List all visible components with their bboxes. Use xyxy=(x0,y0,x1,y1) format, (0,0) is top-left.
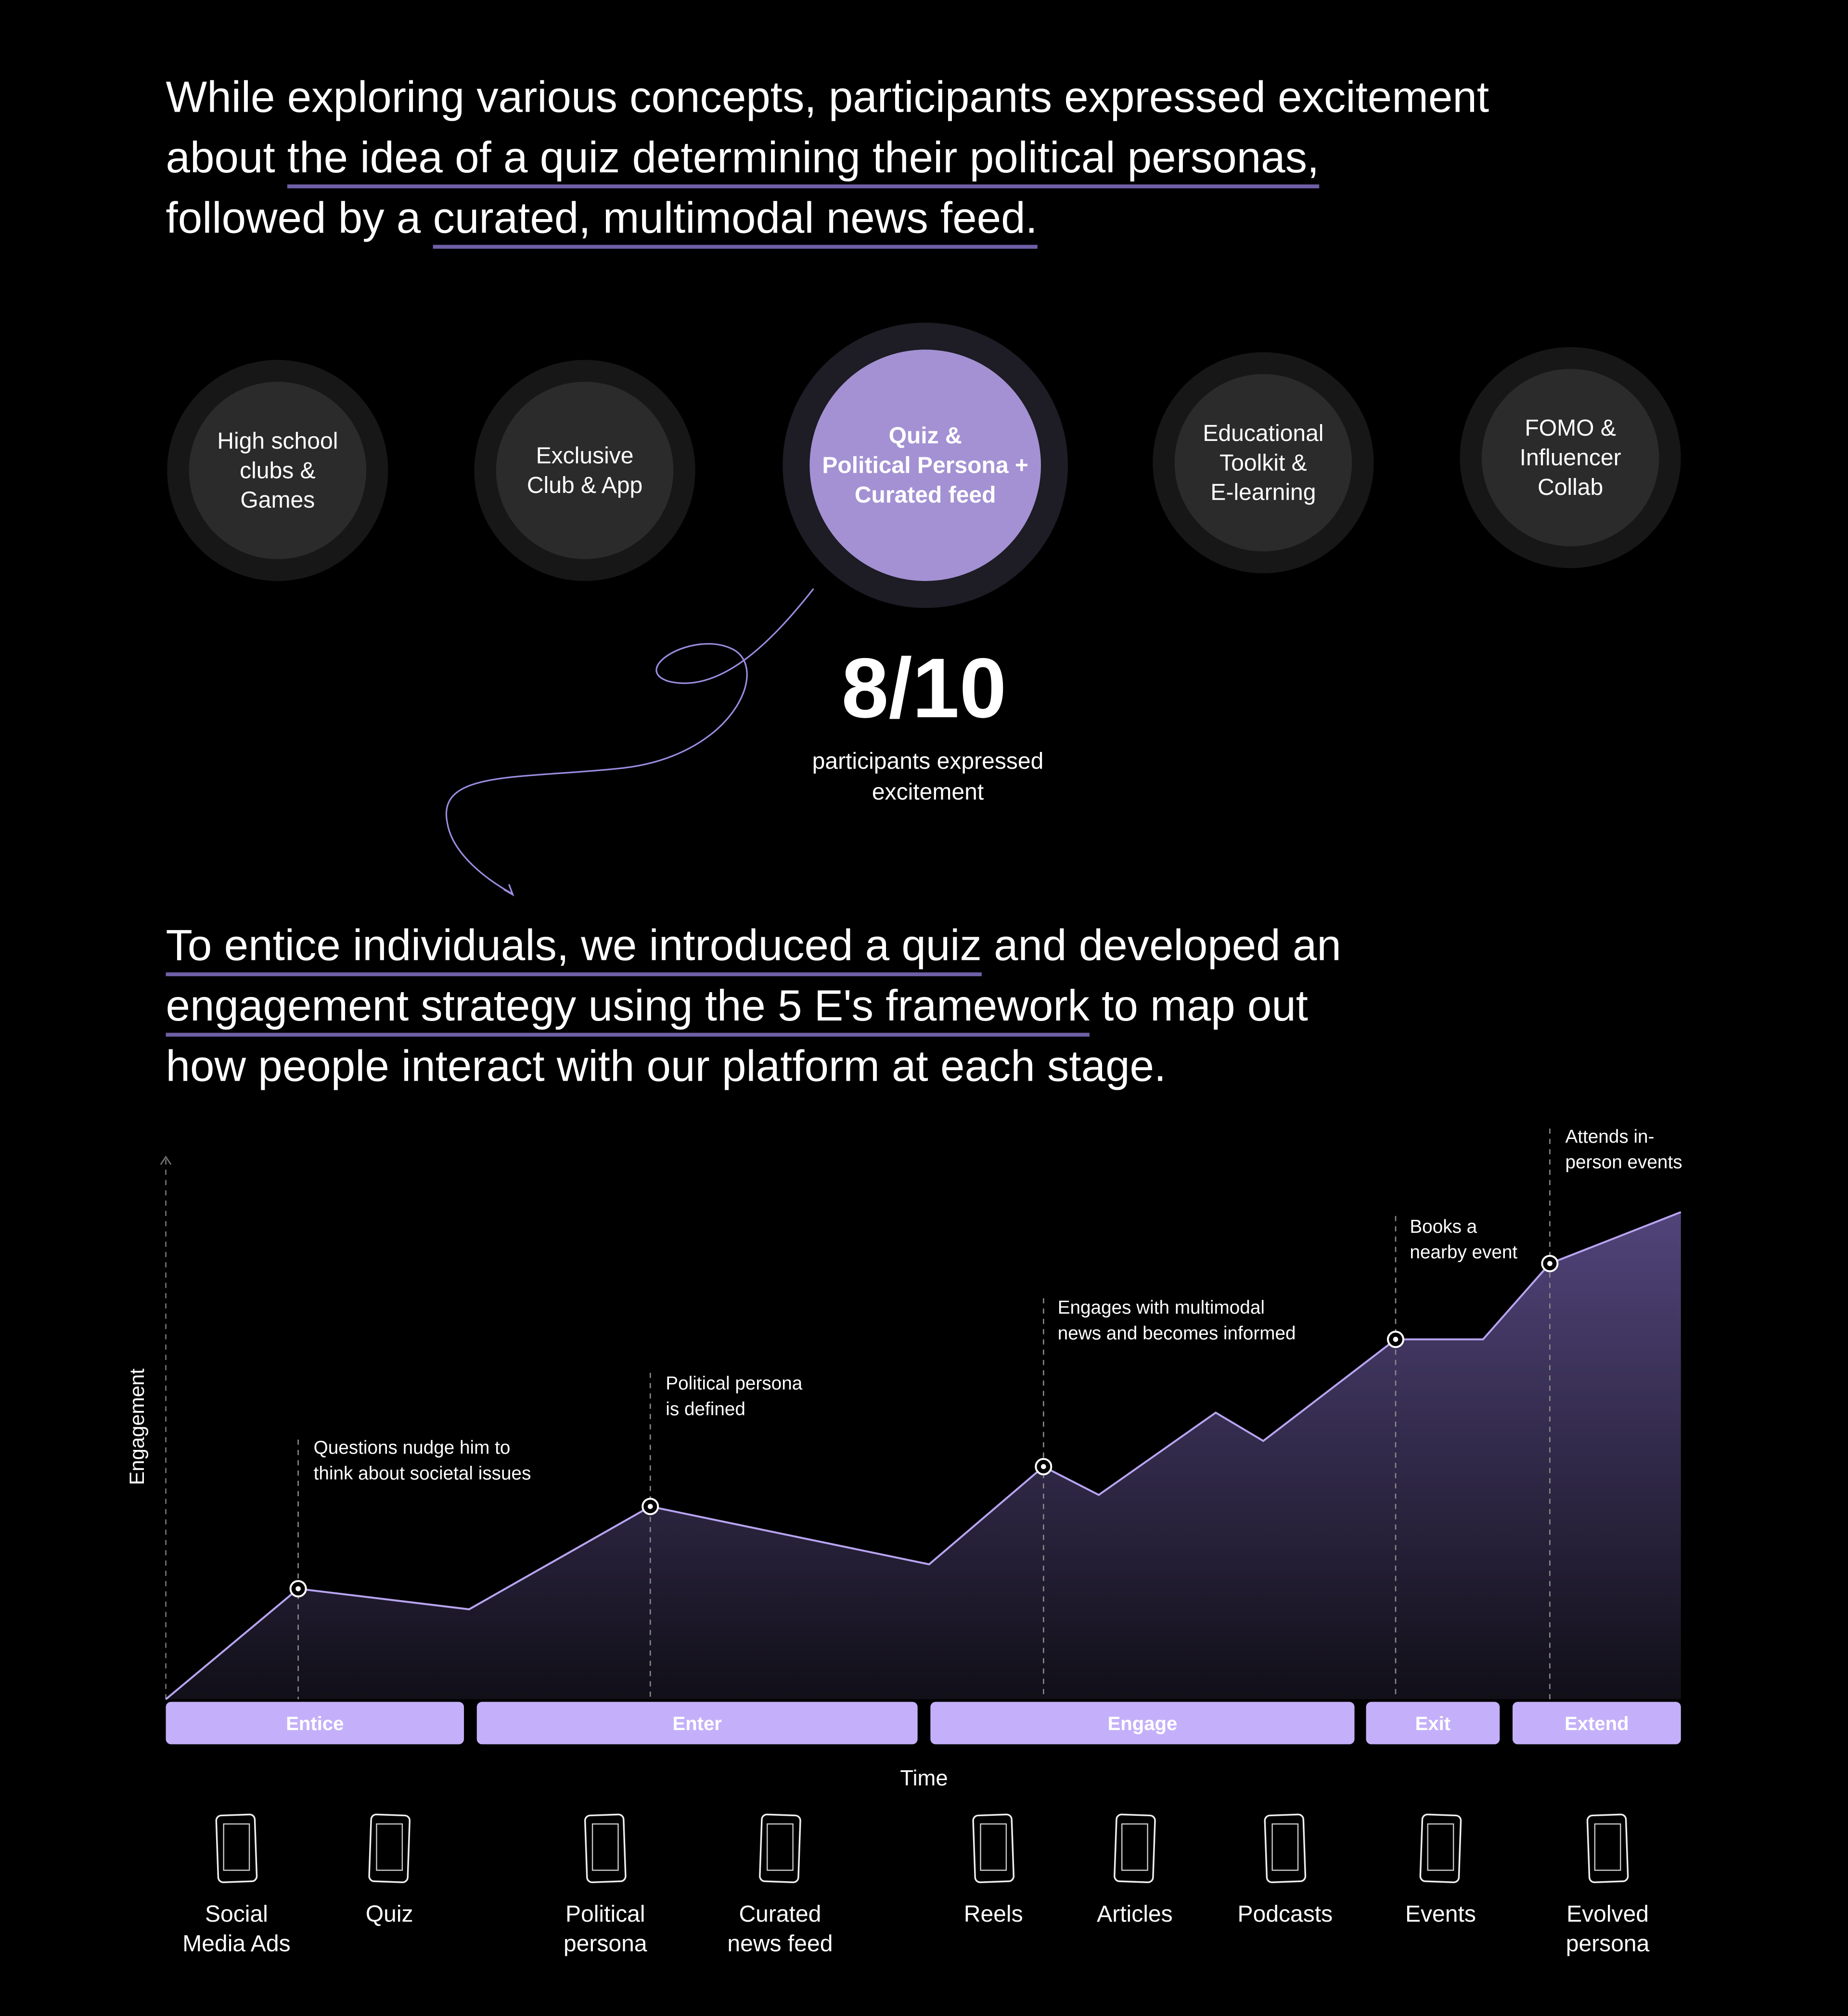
annotation-text: Political persona xyxy=(666,1373,802,1394)
concept-label: FOMO & xyxy=(1525,415,1616,441)
touchpoint-screen xyxy=(591,1823,619,1871)
concept-label: E-learning xyxy=(1210,479,1316,505)
stat-value: 8/10 xyxy=(842,641,1007,736)
stage-bar xyxy=(166,1702,464,1745)
paragraph-text: followed by a xyxy=(166,194,433,242)
paragraph-text: To entice individuals, we introduced a q… xyxy=(166,921,982,970)
touchpoint-screen xyxy=(1271,1823,1299,1871)
touchpoint-icon xyxy=(584,1813,627,1883)
stage-label: Entice xyxy=(286,1713,344,1734)
touchpoint-label: Evolved xyxy=(1566,1901,1649,1927)
concept-label: High school xyxy=(217,428,338,454)
paragraph-text: to map out xyxy=(1090,982,1308,1030)
milestone-dot xyxy=(295,1586,301,1591)
concept-label: Games xyxy=(240,487,315,513)
paragraph-text: curated, multimodal news feed. xyxy=(433,194,1038,242)
touchpoint-screen xyxy=(1427,1823,1454,1871)
paragraph-text: and developed an xyxy=(982,921,1341,970)
touchpoint-icon xyxy=(1114,1813,1156,1883)
touchpoint-screen xyxy=(980,1823,1007,1871)
touchpoint-icon xyxy=(368,1813,411,1883)
touchpoint-screen xyxy=(1121,1823,1148,1871)
concept-label: Collab xyxy=(1538,474,1603,500)
paragraph-text: about xyxy=(166,133,287,182)
y-axis-arrow xyxy=(160,1155,172,1165)
touchpoint-screen xyxy=(767,1823,794,1871)
paragraph-text: While exploring various concepts, partic… xyxy=(166,73,1489,121)
annotation-text: Books a xyxy=(1410,1216,1477,1237)
paragraph-text: engagement strategy using the 5 E's fram… xyxy=(166,982,1090,1030)
touchpoint-label: Curated xyxy=(739,1901,821,1927)
engagement-area xyxy=(166,1212,1681,1700)
y-axis-label: Engagement xyxy=(126,1369,149,1485)
stage-label: Exit xyxy=(1415,1713,1450,1734)
concept-circle xyxy=(496,382,674,559)
milestone-dot xyxy=(1393,1337,1399,1342)
concept-label: Political Persona + xyxy=(822,452,1028,478)
touchpoint-icon xyxy=(759,1813,801,1883)
stage-label: Extend xyxy=(1565,1713,1629,1734)
touchpoint-icon xyxy=(1419,1813,1462,1883)
concept-label: Exclusive xyxy=(536,443,634,469)
paragraph-text: the idea of a quiz determining their pol… xyxy=(287,133,1319,182)
concept-circle xyxy=(189,382,367,559)
annotation-text: is defined xyxy=(666,1399,745,1420)
touchpoint-icon xyxy=(972,1813,1015,1883)
concept-circle xyxy=(1481,369,1659,546)
engagement-line xyxy=(165,1211,1681,1700)
concept-label: Educational xyxy=(1203,420,1323,446)
stage-label: Enter xyxy=(673,1713,722,1734)
annotation-text: person events xyxy=(1565,1152,1682,1173)
touchpoint-screen xyxy=(1594,1823,1621,1871)
touchpoint-label: persona xyxy=(1566,1930,1650,1956)
annotation-text: news and becomes informed xyxy=(1058,1323,1296,1344)
touchpoint-icon xyxy=(215,1813,258,1883)
annotation-text: nearby event xyxy=(1410,1242,1517,1263)
touchpoint-label: Political xyxy=(565,1901,645,1927)
stat-caption: excitement xyxy=(872,779,984,805)
concept-label: Toolkit & xyxy=(1219,450,1307,476)
concept-circle xyxy=(809,349,1041,581)
stage-bar xyxy=(1512,1702,1681,1745)
connector-arrow xyxy=(445,588,814,894)
touchpoint-label: persona xyxy=(564,1930,647,1956)
concept-label: Quiz & xyxy=(889,423,962,449)
touchpoint-icon xyxy=(1586,1813,1629,1883)
annotation-text: Attends in- xyxy=(1565,1126,1654,1147)
touchpoint-label: Articles xyxy=(1097,1901,1173,1927)
touchpoint-icon xyxy=(1264,1813,1307,1883)
x-axis-label: Time xyxy=(900,1766,948,1790)
concept-label: Club & App xyxy=(527,472,642,498)
concept-label: Curated feed xyxy=(855,482,996,508)
annotation-text: Engages with multimodal xyxy=(1058,1297,1265,1318)
stat-caption: participants expressed xyxy=(812,748,1044,774)
touchpoint-label: Podcasts xyxy=(1238,1901,1333,1927)
touchpoint-screen xyxy=(376,1823,403,1871)
touchpoint-label: Social xyxy=(205,1901,268,1927)
touchpoint-label: Media Ads xyxy=(182,1930,290,1956)
stage-bar xyxy=(476,1702,918,1745)
touchpoint-label: Quiz xyxy=(366,1901,413,1927)
milestone-dot xyxy=(1547,1261,1553,1266)
concept-circle xyxy=(1174,374,1352,552)
arrow-head xyxy=(503,884,514,897)
stage-label: Engage xyxy=(1108,1713,1178,1734)
touchpoint-label: Events xyxy=(1405,1901,1476,1927)
concept-label: clubs & xyxy=(240,457,316,483)
milestone-dot xyxy=(1040,1464,1046,1470)
annotation-text: think about societal issues xyxy=(314,1463,531,1484)
stage-bar xyxy=(930,1702,1355,1745)
stage-bar xyxy=(1366,1702,1500,1745)
touchpoint-label: Reels xyxy=(964,1901,1023,1927)
concept-label: Influencer xyxy=(1520,445,1621,471)
annotation-text: Questions nudge him to xyxy=(314,1437,511,1458)
touchpoint-screen xyxy=(223,1823,250,1871)
milestone-dot xyxy=(647,1504,653,1509)
paragraph-text: how people interact with our platform at… xyxy=(166,1042,1167,1091)
touchpoint-label: news feed xyxy=(727,1930,833,1956)
